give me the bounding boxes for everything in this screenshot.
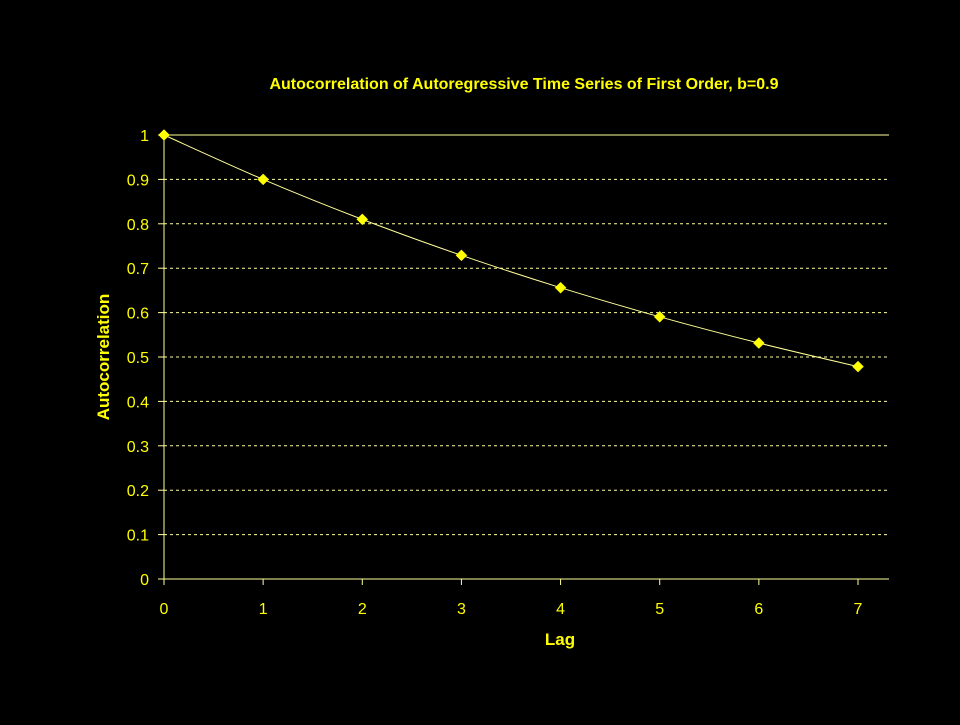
x-tick-label: 4 <box>556 601 565 618</box>
x-tick-label: 2 <box>358 601 367 618</box>
chart-title: Autocorrelation of Autoregressive Time S… <box>269 76 778 93</box>
tick-labels: 0 0.1 0.2 0.3 0.4 0.5 0.6 0.7 0.8 0.9 1 0 1 2 3 4 5 6 7 <box>127 128 863 618</box>
data-point <box>356 213 369 226</box>
data-point <box>753 337 765 349</box>
y-axis-label: Autocorrelation <box>94 294 113 421</box>
y-tick-label: 0.3 <box>127 439 149 456</box>
y-tick-label: 0.5 <box>127 350 149 367</box>
x-tick-label: 0 <box>160 601 169 618</box>
series-line <box>163 134 859 368</box>
x-axis-label: Lag <box>545 630 575 649</box>
y-tick-label: 0.2 <box>127 483 149 500</box>
axes <box>158 134 889 585</box>
y-tick-label: 0.8 <box>127 217 149 234</box>
x-tick-label: 5 <box>655 601 664 618</box>
x-tick-label: 1 <box>259 601 268 618</box>
data-point <box>158 129 170 141</box>
y-tick-label: 0.9 <box>127 172 149 189</box>
y-tick-label: 1 <box>140 128 149 145</box>
data-point <box>455 249 468 262</box>
y-tick-label: 0.1 <box>127 528 149 545</box>
gridlines <box>164 134 889 536</box>
y-tick-label: 0.4 <box>127 394 149 411</box>
x-tick-label: 3 <box>457 601 466 618</box>
x-tick-label: 6 <box>754 601 763 618</box>
series <box>158 129 864 373</box>
data-point <box>554 281 567 294</box>
y-tick-label: 0 <box>140 572 149 589</box>
data-point <box>653 310 666 323</box>
x-tick-label: 7 <box>854 601 863 618</box>
data-point <box>852 360 864 373</box>
y-tick-label: 0.6 <box>127 306 149 323</box>
y-tick-label: 0.7 <box>127 261 149 278</box>
data-point <box>257 173 269 186</box>
